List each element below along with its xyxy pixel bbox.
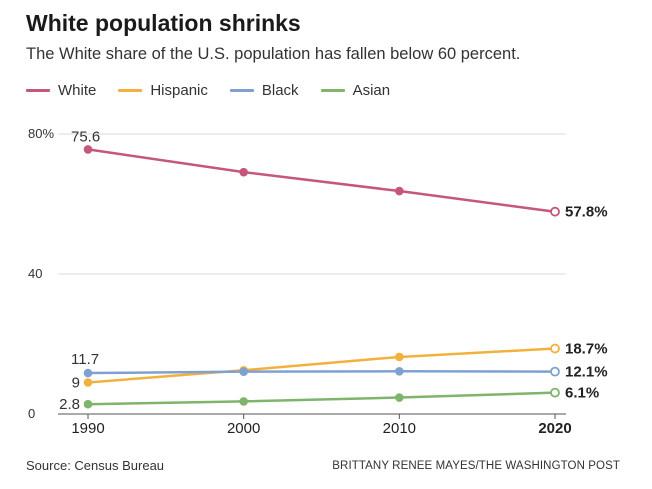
start-label-white: 75.6 xyxy=(71,128,100,145)
data-point-hispanic-2010 xyxy=(395,352,404,362)
data-point-black-2010 xyxy=(395,367,404,376)
chart-legend: White Hispanic Black Asian xyxy=(26,82,412,99)
legend-swatch-hispanic xyxy=(118,89,143,92)
start-label-black: 11.7 xyxy=(71,351,99,368)
series-line-hispanic xyxy=(87,347,556,384)
legend-label-asian: Asian xyxy=(352,82,391,99)
end-label-black: 12.1% xyxy=(565,364,608,381)
data-point-asian-2010 xyxy=(395,393,404,402)
y-tick-label-40: 40 xyxy=(28,266,42,281)
chart-title: White population shrinks xyxy=(26,10,301,36)
x-tick-label-2000: 2000 xyxy=(227,420,260,437)
data-point-asian-2000 xyxy=(239,397,248,406)
data-point-asian-1990 xyxy=(83,399,93,409)
x-tick-label-1990: 1990 xyxy=(71,420,104,437)
legend-item-asian: Asian xyxy=(320,82,391,99)
chart-subtitle: The White share of the U.S. population h… xyxy=(26,45,521,63)
legend-label-black: Black xyxy=(261,82,299,99)
y-tick-label-0: 0 xyxy=(28,406,35,421)
legend-item-hispanic: Hispanic xyxy=(118,82,208,99)
legend-swatch-white xyxy=(26,89,50,92)
data-point-asian-2020 xyxy=(550,387,560,398)
data-point-black-1990 xyxy=(83,368,93,378)
data-point-hispanic-2020 xyxy=(550,343,560,354)
legend-item-black: Black xyxy=(229,82,299,99)
data-point-white-1990 xyxy=(83,145,93,154)
data-point-black-2020 xyxy=(550,366,560,377)
y-tick-label-80: 80% xyxy=(28,126,54,141)
data-point-white-2020 xyxy=(550,206,560,217)
data-point-white-2000 xyxy=(239,167,248,177)
data-point-white-2010 xyxy=(395,186,404,196)
legend-swatch-black xyxy=(229,89,254,92)
legend-label-white: White xyxy=(58,82,97,99)
start-label-hispanic: 9 xyxy=(72,375,80,392)
credit-line: BRITTANY RENEE MAYES/THE WASHINGTON POST xyxy=(332,460,620,472)
data-point-black-2000 xyxy=(239,367,248,376)
start-label-asian: 2.8 xyxy=(59,396,80,413)
x-tick-label-2020: 2020 xyxy=(538,420,571,437)
legend-item-white: White xyxy=(26,82,96,99)
series-line-black xyxy=(87,370,556,375)
source-note: Source: Census Bureau xyxy=(26,458,165,473)
series-line-asian xyxy=(87,391,556,406)
x-tick-label-2010: 2010 xyxy=(383,420,416,437)
data-point-hispanic-1990 xyxy=(83,378,93,387)
legend-label-hispanic: Hispanic xyxy=(150,82,208,99)
end-label-white: 57.8% xyxy=(565,204,608,221)
series-line-white xyxy=(87,148,556,213)
legend-swatch-asian xyxy=(320,89,345,92)
end-label-hispanic: 18.7% xyxy=(565,341,608,358)
end-label-asian: 6.1% xyxy=(565,385,599,402)
